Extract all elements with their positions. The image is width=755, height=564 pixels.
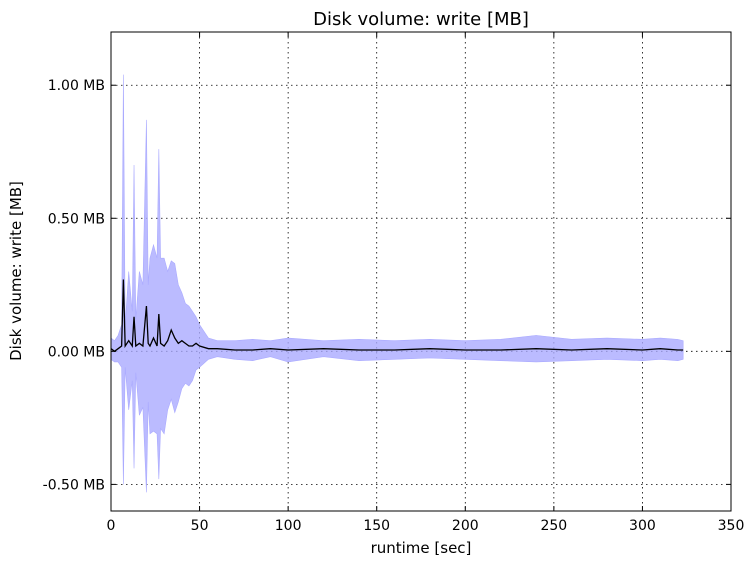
y-tick-label: 0.00 MB: [48, 344, 105, 360]
x-axis-label: runtime [sec]: [371, 539, 472, 557]
x-tick-label: 100: [275, 518, 302, 534]
x-tick-label: 300: [629, 518, 656, 534]
y-axis-label: Disk volume: write [MB]: [7, 181, 25, 361]
x-tick-label: 350: [718, 518, 745, 534]
y-tick-label: 1.00 MB: [48, 78, 105, 94]
chart-title: Disk volume: write [MB]: [313, 9, 529, 30]
plot-frame: [110, 31, 732, 512]
x-tick-label: 0: [107, 518, 116, 534]
x-tick-label: 200: [452, 518, 479, 534]
std-band: [110, 74, 684, 493]
grid: [111, 32, 731, 511]
x-tick-label: 250: [540, 518, 567, 534]
x-tick-label: 50: [191, 518, 209, 534]
plot-area: [110, 74, 684, 493]
mean-line: [110, 279, 684, 353]
y-tick-label: 0.50 MB: [48, 211, 105, 227]
y-tick-label: -0.50 MB: [43, 477, 105, 493]
ticks: 0 50 100 150 200 250 300 350 -0.50 MB 0.00 MB 0.50…: [43, 32, 745, 534]
x-tick-label: 150: [363, 518, 390, 534]
